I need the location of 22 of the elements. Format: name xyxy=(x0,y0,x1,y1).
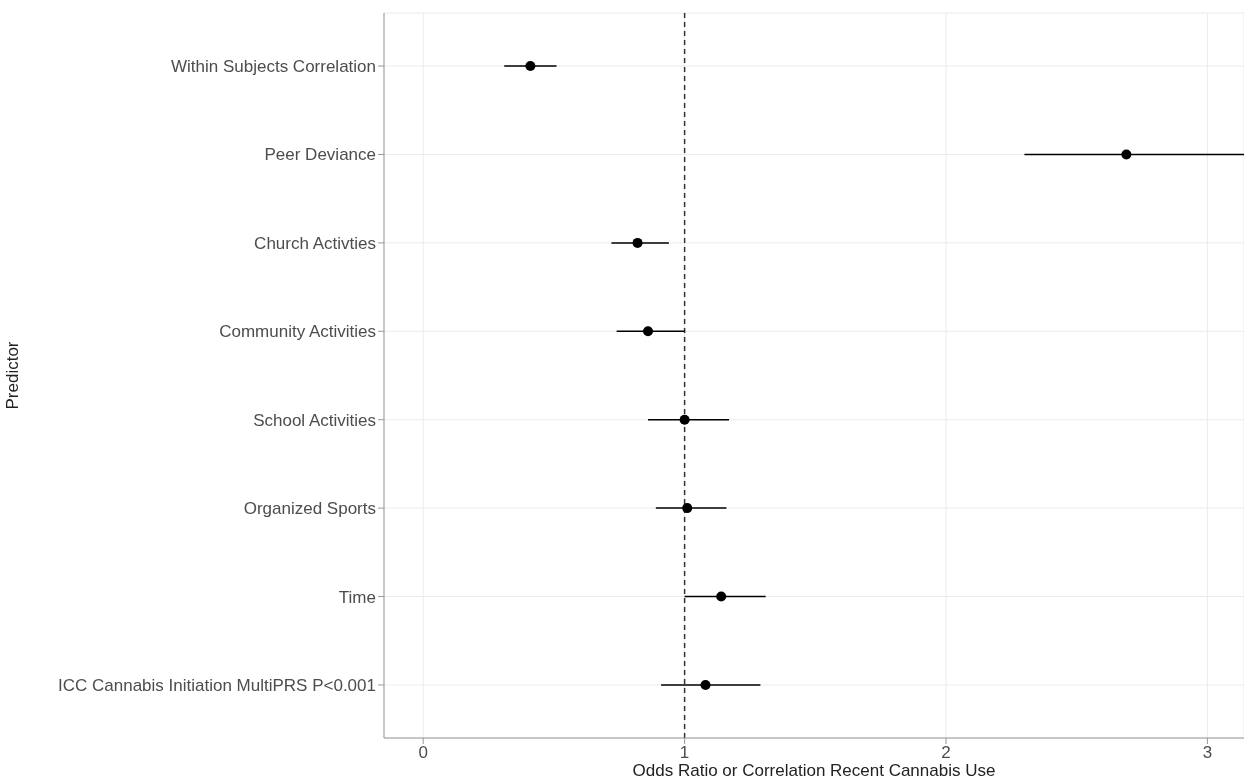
point xyxy=(1121,149,1132,160)
point xyxy=(643,326,654,337)
y-tick-label: Organized Sports xyxy=(243,499,376,519)
y-tick-label: Within Subjects Correlation xyxy=(170,57,376,77)
y-tick-label: Peer Deviance xyxy=(264,145,376,165)
x-tick-label: 2 xyxy=(941,743,951,763)
x-tick-label: 1 xyxy=(679,743,690,763)
x-tick-label: 0 xyxy=(418,743,428,763)
point xyxy=(716,591,727,602)
point xyxy=(679,414,690,425)
y-tick-label: School Activities xyxy=(253,410,376,430)
x-tick-label: 3 xyxy=(1202,743,1213,763)
y-tick-label: Church Activties xyxy=(254,233,376,253)
point xyxy=(700,679,711,690)
x-axis-title: Odds Ratio or Correlation Recent Cannabis Use xyxy=(632,761,996,780)
y-tick-label: Community Activities xyxy=(219,322,376,342)
point xyxy=(632,237,643,248)
y-tick-label: Time xyxy=(338,587,376,607)
y-tick-label: ICC Cannabis Initiation MultiPRS P<0.001 xyxy=(58,675,376,695)
point xyxy=(525,61,536,72)
y-axis-title: Predictor xyxy=(3,341,23,410)
point xyxy=(682,503,693,514)
